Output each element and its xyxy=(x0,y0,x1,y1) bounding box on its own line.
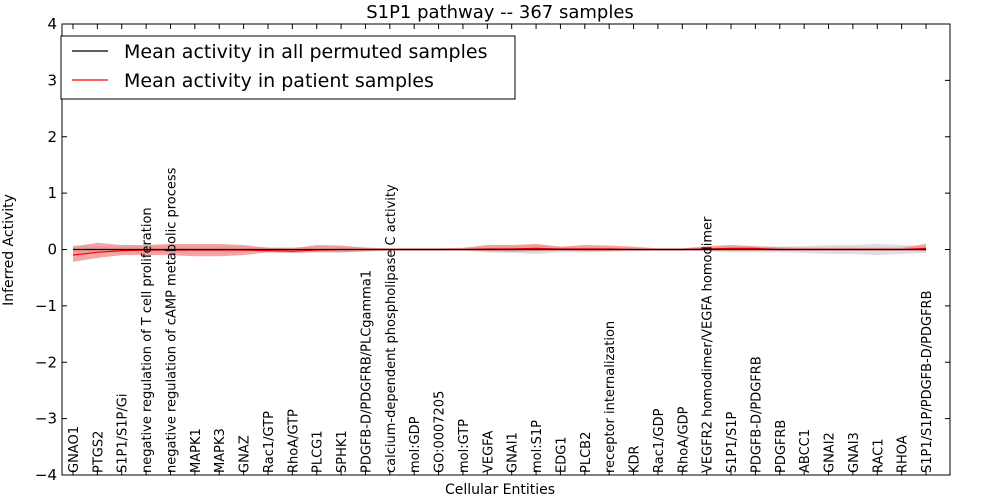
x-category-label: PLCB2 xyxy=(579,432,594,473)
x-category-label: GNAO1 xyxy=(67,426,82,473)
x-category-label: PDGFB-D/PDGFRB/PLCgamma1 xyxy=(359,270,374,473)
x-category-label: RhoA/GTP xyxy=(286,409,301,473)
y-tick-label: 1 xyxy=(47,184,57,202)
x-category-label: PTGS2 xyxy=(91,431,106,473)
x-category-label: RHOA xyxy=(896,435,911,473)
y-tick-label: 3 xyxy=(47,71,57,89)
legend-label-permuted: Mean activity in all permuted samples xyxy=(124,41,487,63)
x-category-label: GNAI2 xyxy=(823,432,838,473)
legend: Mean activity in all permuted samples Me… xyxy=(61,36,515,99)
y-tick-label: −4 xyxy=(35,466,57,484)
x-category-label: MAPK3 xyxy=(213,428,228,473)
y-tick-label: 2 xyxy=(47,128,57,146)
x-category-label: EDG1 xyxy=(554,436,569,473)
x-category-label: receptor internalization xyxy=(603,321,618,473)
y-tick-label: −1 xyxy=(35,297,57,315)
x-category-label: Rac1/GDP xyxy=(652,408,667,473)
plot-area xyxy=(73,243,926,262)
x-category-label: S1P1/S1P/PDGFB-D/PDGFRB xyxy=(920,290,935,473)
x-category-label: GNAI1 xyxy=(506,432,521,473)
x-category-label: RAC1 xyxy=(871,438,886,473)
x-category-label: PDGFRB xyxy=(774,420,789,473)
x-category-label: ABCC1 xyxy=(798,429,813,473)
x-category-label: Rac1/GTP xyxy=(262,411,277,473)
x-category-label: VEGFA xyxy=(481,431,496,473)
legend-label-patient: Mean activity in patient samples xyxy=(124,70,434,92)
x-axis-label: Cellular Entities xyxy=(445,482,555,498)
x-category-label: KDR xyxy=(628,445,643,473)
x-category-label: SPHK1 xyxy=(335,430,350,473)
x-category-label: PDGFB-D/PDGFRB xyxy=(749,356,764,473)
chart-title: S1P1 pathway -- 367 samples xyxy=(366,2,634,23)
x-category-label: mol:S1P xyxy=(530,420,545,473)
x-category-label: calcium-dependent phospholipase C activi… xyxy=(384,184,399,473)
x-category-label: VEGFR2 homodimer/VEGFA homodimer xyxy=(701,216,716,473)
x-category-label: GNAI3 xyxy=(847,432,862,473)
category-labels: GNAO1 PTGS2 S1P1/S1P/Gi negative regulation… xyxy=(67,167,935,473)
x-category-label: mol:GDP xyxy=(408,416,423,473)
y-tick-label: −2 xyxy=(35,353,57,371)
y-tick-label: 4 xyxy=(47,15,57,33)
x-category-label: negative regulation of cAMP metabolic pr… xyxy=(164,167,179,473)
x-category-label: RhoA/GDP xyxy=(676,406,691,473)
x-category-label: mol:GTP xyxy=(457,419,472,473)
y-tick-label: −3 xyxy=(35,410,57,428)
x-category-label: GO:0007205 xyxy=(433,391,448,473)
x-category-label: PLCG1 xyxy=(311,430,326,473)
x-category-label: MAPK1 xyxy=(189,428,204,473)
chart-canvas: S1P1 pathway -- 367 samples Cellular Ent… xyxy=(0,0,1000,500)
x-category-label: negative regulation of T cell proliferat… xyxy=(140,207,155,473)
y-tick-label: 0 xyxy=(47,241,57,259)
x-category-label: S1P1/S1P xyxy=(725,411,740,473)
x-category-label: S1P1/S1P/Gi xyxy=(116,394,131,473)
y-axis-label: Inferred Activity xyxy=(1,194,17,306)
x-category-label: GNAZ xyxy=(238,435,253,473)
